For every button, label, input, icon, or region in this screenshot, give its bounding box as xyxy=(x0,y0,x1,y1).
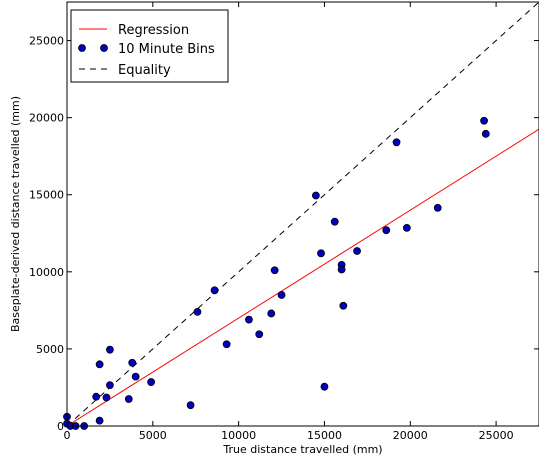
data-point xyxy=(210,286,219,295)
x-axis-label: True distance travelled (mm) xyxy=(222,443,382,456)
y-axis-label: Baseplate-derived distance travelled (mm… xyxy=(9,96,22,332)
data-point xyxy=(95,416,104,425)
y-tick-label: 15000 xyxy=(29,189,64,202)
y-tick-label: 25000 xyxy=(29,35,64,48)
data-point xyxy=(481,129,490,138)
legend-swatch xyxy=(78,44,86,52)
data-point xyxy=(186,401,195,410)
data-point xyxy=(353,247,361,255)
plot-area: 0 5000 10000 15000 20000 25000 0 5000 10000 15000… xyxy=(29,1,539,442)
data-point xyxy=(339,301,348,310)
legend-box xyxy=(70,9,229,83)
x-tick-label: 25000 xyxy=(479,429,514,442)
data-point xyxy=(330,217,339,226)
data-point xyxy=(402,223,411,232)
legend-label: Equality xyxy=(118,63,171,78)
plot-frame xyxy=(66,1,539,427)
x-tick-label: 15000 xyxy=(307,429,342,442)
legend-label: 10 Minute Bins xyxy=(118,42,215,57)
data-point xyxy=(124,395,133,403)
x-tick-label: 10000 xyxy=(221,429,256,442)
x-tick-label: 20000 xyxy=(393,429,428,442)
legend: Regression 10 Minute Bins Equality xyxy=(70,9,229,83)
data-point xyxy=(392,138,401,147)
y-tick-label: 0 xyxy=(57,420,64,433)
legend-label: Regression xyxy=(118,23,189,38)
data-point xyxy=(245,315,253,324)
data-point xyxy=(128,358,137,367)
regression-line xyxy=(66,128,539,427)
data-point xyxy=(95,360,104,369)
x-tick-label: 0 xyxy=(64,429,71,442)
data-point xyxy=(147,378,156,386)
data-point xyxy=(320,382,329,391)
data-point xyxy=(131,372,140,381)
y-tick-label: 20000 xyxy=(29,112,64,125)
data-point xyxy=(106,381,114,390)
data-point xyxy=(102,393,111,402)
data-point xyxy=(317,249,325,258)
data-point xyxy=(480,116,488,125)
equality-line xyxy=(66,1,539,427)
y-tick-label: 5000 xyxy=(36,343,64,356)
data-point xyxy=(311,191,320,200)
data-point xyxy=(382,226,391,235)
data-point xyxy=(267,309,276,318)
data-point xyxy=(255,330,264,339)
data-point xyxy=(433,203,442,212)
legend-swatch xyxy=(100,44,108,52)
data-point xyxy=(222,340,231,349)
data-point xyxy=(270,266,279,275)
x-tick-label: 5000 xyxy=(139,429,167,442)
y-tick-label: 10000 xyxy=(29,266,64,279)
data-point xyxy=(92,392,101,401)
data-point xyxy=(277,291,286,299)
data-point xyxy=(106,345,114,354)
data-point xyxy=(193,308,202,316)
data-point xyxy=(337,265,346,274)
